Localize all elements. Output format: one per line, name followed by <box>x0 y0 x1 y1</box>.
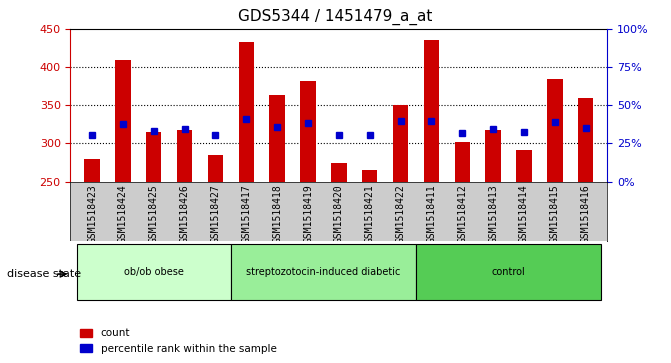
Text: GSM1518423: GSM1518423 <box>87 184 97 243</box>
Bar <box>85 159 100 182</box>
Bar <box>454 142 470 182</box>
Bar <box>331 163 346 182</box>
Bar <box>547 79 562 182</box>
FancyBboxPatch shape <box>231 245 416 300</box>
Text: GSM1518421: GSM1518421 <box>365 184 374 243</box>
Text: GSM1518426: GSM1518426 <box>180 184 190 243</box>
FancyBboxPatch shape <box>416 245 601 300</box>
Text: ob/ob obese: ob/ob obese <box>124 267 184 277</box>
Bar <box>578 98 593 182</box>
Bar <box>485 130 501 182</box>
Text: GSM1518427: GSM1518427 <box>211 184 221 243</box>
Text: GSM1518425: GSM1518425 <box>149 184 159 243</box>
Text: GSM1518417: GSM1518417 <box>242 184 252 243</box>
Text: streptozotocin-induced diabetic: streptozotocin-induced diabetic <box>246 267 401 277</box>
Bar <box>208 155 223 182</box>
FancyBboxPatch shape <box>76 245 231 300</box>
Text: GSM1518418: GSM1518418 <box>272 184 282 243</box>
Text: GSM1518420: GSM1518420 <box>334 184 344 243</box>
Text: GSM1518415: GSM1518415 <box>550 184 560 243</box>
Bar <box>423 41 439 182</box>
Text: GSM1518411: GSM1518411 <box>426 184 436 243</box>
Text: GSM1518413: GSM1518413 <box>488 184 498 243</box>
Bar <box>301 81 316 182</box>
Bar <box>362 170 377 182</box>
Bar <box>115 60 131 182</box>
Text: GSM1518414: GSM1518414 <box>519 184 529 243</box>
Bar <box>393 105 408 182</box>
Text: GDS5344 / 1451479_a_at: GDS5344 / 1451479_a_at <box>238 9 433 25</box>
Legend: count, percentile rank within the sample: count, percentile rank within the sample <box>76 324 280 358</box>
Text: GSM1518424: GSM1518424 <box>118 184 128 243</box>
Text: GSM1518422: GSM1518422 <box>396 184 405 243</box>
Bar <box>146 132 162 182</box>
Text: GSM1518416: GSM1518416 <box>580 184 590 243</box>
Text: control: control <box>492 267 525 277</box>
Text: disease state: disease state <box>7 269 81 279</box>
Bar <box>516 150 531 182</box>
Bar <box>177 130 193 182</box>
Bar <box>239 42 254 182</box>
Text: GSM1518419: GSM1518419 <box>303 184 313 243</box>
Bar <box>270 95 285 182</box>
Text: GSM1518412: GSM1518412 <box>457 184 467 243</box>
